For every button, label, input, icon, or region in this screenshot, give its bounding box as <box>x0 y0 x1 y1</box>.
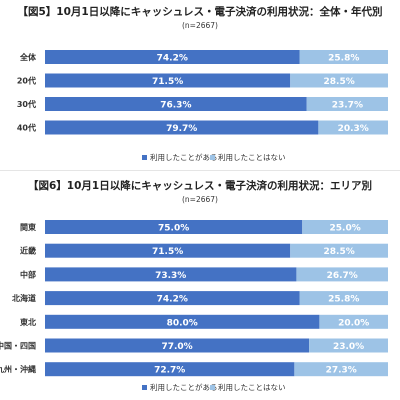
bar-not-used <box>319 314 388 329</box>
bar-used <box>45 267 297 282</box>
bar-not-used <box>299 291 388 306</box>
legend-label-not-used: 利用したことはない <box>218 382 286 392</box>
bar-not-used <box>309 338 388 353</box>
category-label: 東北 <box>20 317 36 327</box>
value-label-not-used: 28.5% <box>324 77 355 87</box>
legend-swatch-not-used <box>210 155 215 160</box>
bar-used <box>45 50 300 64</box>
value-label-not-used: 25.0% <box>330 224 361 234</box>
category-label: 30代 <box>17 99 36 109</box>
value-label-not-used: 20.3% <box>338 124 369 134</box>
value-label-not-used: 25.8% <box>328 295 359 305</box>
category-label: 40代 <box>17 123 36 133</box>
category-label: 北海道 <box>12 293 36 303</box>
bar-used <box>45 291 300 306</box>
value-label-not-used: 28.5% <box>324 247 355 257</box>
value-label-not-used: 23.7% <box>332 101 363 111</box>
category-label: 全体 <box>19 52 37 62</box>
legend-label-used: 利用したことがある <box>150 152 218 162</box>
bar-not-used <box>299 50 388 64</box>
bar-not-used <box>302 220 388 234</box>
value-label-not-used: 26.7% <box>327 271 358 281</box>
category-label: 関東 <box>20 222 36 232</box>
value-label-not-used: 25.8% <box>328 54 359 64</box>
bar-used <box>45 73 291 88</box>
category-label: 中部 <box>20 269 36 279</box>
bar-used <box>45 362 295 377</box>
chart-panel-area: 【図6】10月1日以降にキャッシュレス・電子決済の利用状況：エリア別 (n=26… <box>0 170 400 400</box>
value-label-used: 79.7% <box>166 124 197 134</box>
value-label-used: 72.7% <box>154 366 185 376</box>
bar-used <box>45 338 310 353</box>
bar-chart-area: 関東 75.0% 25.0% 近畿 71.5% 28.5% 中部 73.3% 26.7% 北海道 7… <box>0 220 388 392</box>
bar-not-used <box>290 73 388 88</box>
value-label-used: 77.0% <box>161 342 192 352</box>
bar-used <box>45 243 291 258</box>
bar-used <box>45 120 319 135</box>
category-label: 近畿 <box>20 246 36 256</box>
legend-swatch-not-used <box>210 385 215 390</box>
legend-swatch-used <box>142 385 147 390</box>
category-label: 20代 <box>17 76 36 86</box>
value-label-used: 80.0% <box>167 318 198 328</box>
value-label-used: 76.3% <box>160 101 191 111</box>
legend-label-used: 利用したことがある <box>150 382 218 392</box>
value-label-used: 73.3% <box>155 271 186 281</box>
chart-panel-age: 【図5】10月1日以降にキャッシュレス・電子決済の利用状況：全体・年代別 (n=… <box>0 0 400 170</box>
chart-title-area: 【図6】10月1日以降にキャッシュレス・電子決済の利用状況：エリア別 <box>27 180 372 192</box>
value-label-not-used: 20.0% <box>338 318 369 328</box>
bar-not-used <box>290 243 388 258</box>
value-label-used: 75.0% <box>158 224 189 234</box>
bar-used <box>45 314 320 329</box>
value-label-used: 74.2% <box>157 54 188 64</box>
bar-not-used <box>294 362 388 377</box>
panel-divider <box>0 170 400 171</box>
chart-subtitle-area: (n=2667) <box>182 195 218 204</box>
bar-not-used <box>296 267 388 282</box>
legend-label-not-used: 利用したことはない <box>218 152 286 162</box>
legend-swatch-used <box>142 155 147 160</box>
bar-not-used <box>306 97 388 111</box>
value-label-not-used: 23.0% <box>333 342 364 352</box>
category-label: 九州・沖縄 <box>0 364 36 374</box>
chart-subtitle-age: (n=2667) <box>182 21 218 30</box>
bar-used <box>45 220 303 234</box>
value-label-used: 71.5% <box>152 247 183 257</box>
value-label-used: 74.2% <box>157 295 188 305</box>
bar-not-used <box>318 120 388 135</box>
bar-used <box>45 97 307 111</box>
chart-title-age: 【図5】10月1日以降にキャッシュレス・電子決済の利用状況：全体・年代別 <box>17 6 383 18</box>
value-label-not-used: 27.3% <box>326 366 357 376</box>
bar-chart-age: 全体 74.2% 25.8% 20代 71.5% 28.5% 30代 76.3% 23.7% 40… <box>17 50 388 162</box>
value-label-used: 71.5% <box>152 77 183 87</box>
category-label: 中国・四国 <box>0 341 36 351</box>
